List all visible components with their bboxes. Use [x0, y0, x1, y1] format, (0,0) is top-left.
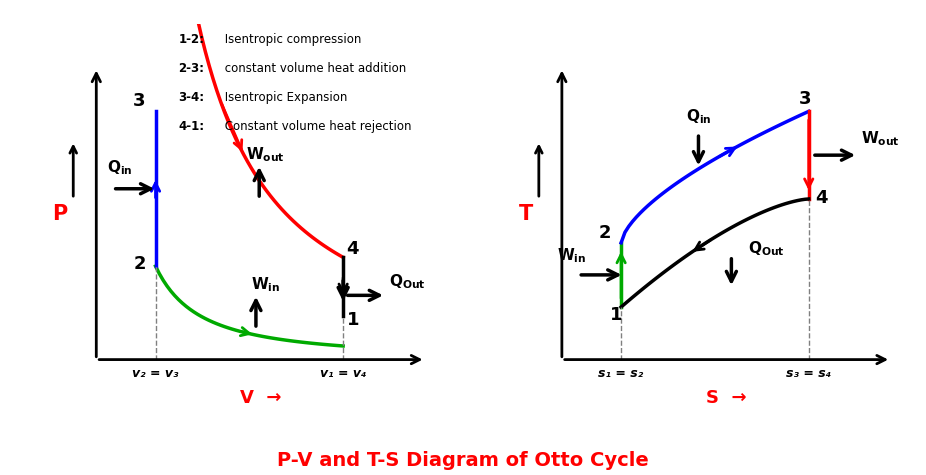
- Text: 4: 4: [346, 240, 359, 258]
- Text: v₁ = v₄: v₁ = v₄: [319, 367, 367, 380]
- Text: constant volume heat addition: constant volume heat addition: [220, 62, 406, 75]
- Text: $\mathbf{W_{out}}$: $\mathbf{W_{out}}$: [861, 130, 900, 148]
- Text: V  →: V →: [240, 389, 282, 407]
- Text: s₁ = s₂: s₁ = s₂: [598, 367, 644, 380]
- Text: 4-1:: 4-1:: [179, 120, 205, 133]
- Text: 1-2:: 1-2:: [179, 32, 205, 46]
- Text: s₃ = s₄: s₃ = s₄: [786, 367, 832, 380]
- Text: P: P: [53, 204, 68, 224]
- Text: 4: 4: [815, 190, 828, 208]
- Text: $\mathbf{W_{out}}$: $\mathbf{W_{out}}$: [246, 145, 285, 164]
- Text: 3-4:: 3-4:: [179, 91, 205, 104]
- Text: 1: 1: [346, 311, 359, 329]
- Text: v₂ = v₃: v₂ = v₃: [132, 367, 179, 380]
- Text: 1: 1: [610, 306, 622, 324]
- Text: T: T: [519, 204, 532, 224]
- Text: Isentropic compression: Isentropic compression: [220, 32, 361, 46]
- Text: $\mathbf{Q_{Out}}$: $\mathbf{Q_{Out}}$: [748, 239, 784, 258]
- Text: 2: 2: [599, 224, 611, 242]
- Text: $\mathbf{W_{in}}$: $\mathbf{W_{in}}$: [557, 247, 586, 265]
- Text: S  →: S →: [707, 389, 746, 407]
- Text: $\mathbf{Q_{Out}}$: $\mathbf{Q_{Out}}$: [389, 273, 426, 291]
- Text: 3: 3: [133, 92, 145, 110]
- Text: 3: 3: [799, 90, 812, 108]
- Text: $\mathbf{Q_{in}}$: $\mathbf{Q_{in}}$: [686, 107, 711, 126]
- Text: $\mathbf{Q_{in}}$: $\mathbf{Q_{in}}$: [106, 159, 132, 177]
- Text: 2: 2: [133, 255, 145, 273]
- Text: $\mathbf{W_{in}}$: $\mathbf{W_{in}}$: [251, 276, 281, 294]
- Text: P-V and T-S Diagram of Otto Cycle: P-V and T-S Diagram of Otto Cycle: [277, 451, 649, 470]
- Text: Constant volume heat rejection: Constant volume heat rejection: [220, 120, 411, 133]
- Text: Isentropic Expansion: Isentropic Expansion: [220, 91, 347, 104]
- Text: 2-3:: 2-3:: [179, 62, 205, 75]
